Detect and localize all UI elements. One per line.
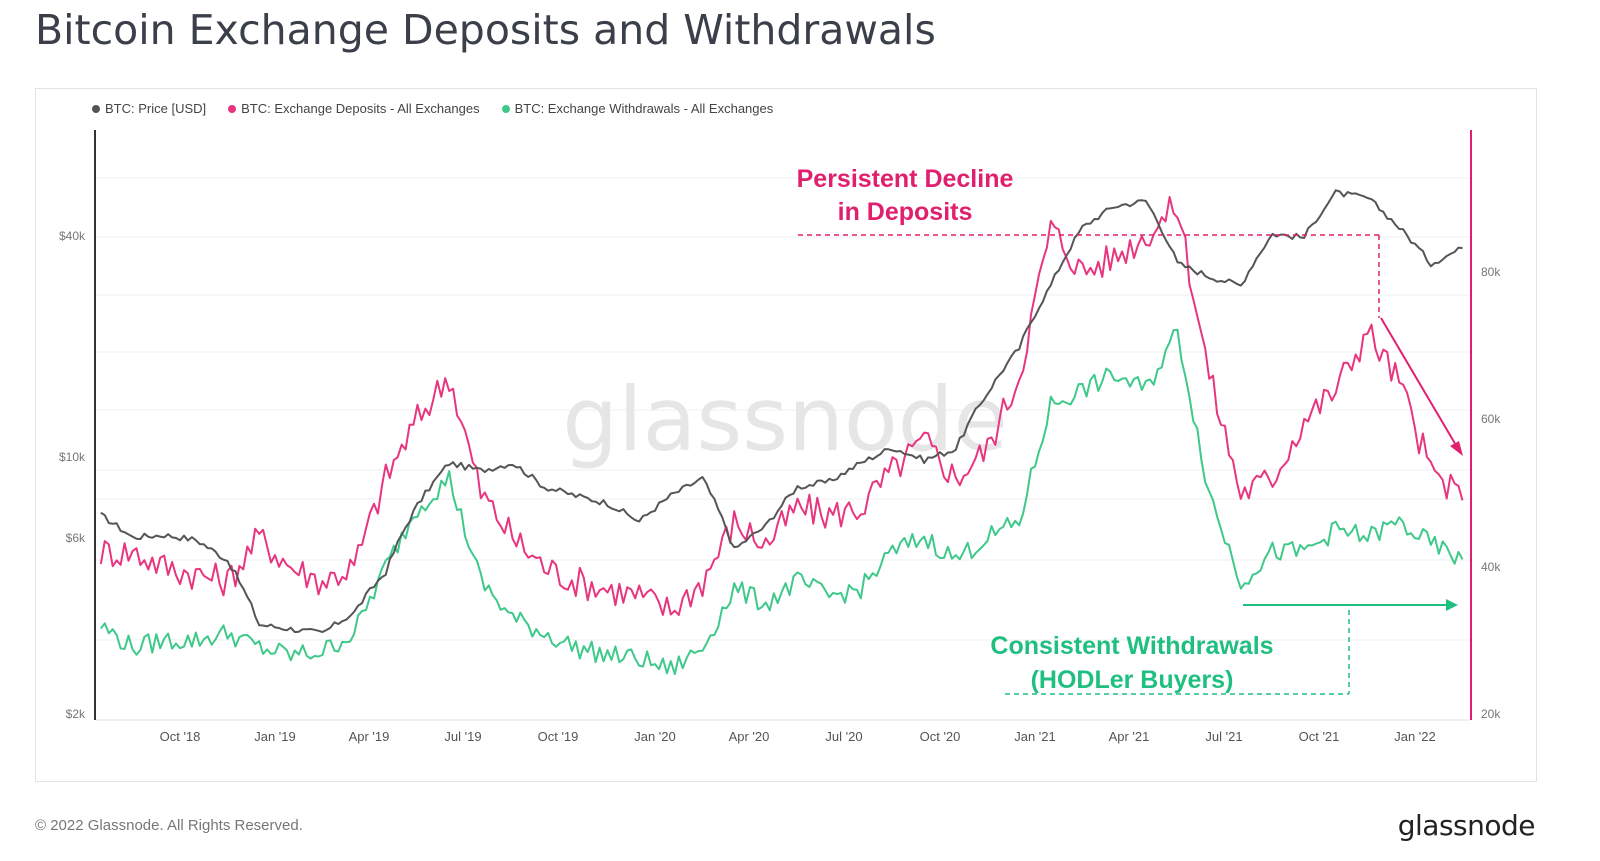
- series-line-price: [100, 189, 1463, 634]
- legend-item-withdrawals[interactable]: BTC: Exchange Withdrawals - All Exchange…: [501, 101, 774, 116]
- x-tick-label: Apr '20: [729, 729, 770, 744]
- x-tick-label: Oct '19: [538, 729, 579, 744]
- y-right-tick-label: 80k: [1481, 265, 1501, 279]
- legend-label-withdrawals: BTC: Exchange Withdrawals - All Exchange…: [514, 101, 774, 116]
- y-left-tick-label: $2k: [66, 707, 86, 721]
- x-tick-label: Apr '21: [1109, 729, 1150, 744]
- legend-dot-deposits: [228, 104, 237, 113]
- legend-label-price: BTC: Price [USD]: [105, 101, 207, 116]
- annotation-withdrawals-text: Consistent Withdrawals: [990, 632, 1273, 660]
- annotation-decline-text: Persistent Decline: [797, 165, 1014, 193]
- legend-dot-price: [92, 104, 100, 113]
- legend-item-price[interactable]: BTC: Price [USD]: [92, 101, 206, 116]
- x-tick-label: Jan '20: [634, 729, 676, 744]
- annotation-withdrawals-arrowhead: [1446, 599, 1458, 611]
- y-left-tick-label: $40k: [59, 229, 86, 243]
- chart-legend: BTC: Price [USD] BTC: Exchange Deposits …: [92, 101, 773, 116]
- chart-panel: [35, 88, 1537, 782]
- annotation-decline-arrow: [1380, 317, 1461, 453]
- x-tick-label: Oct '21: [1299, 729, 1340, 744]
- x-tick-label: Jul '19: [444, 729, 481, 744]
- series-line-withdrawals: [100, 328, 1464, 676]
- annotation-decline-arrowhead: [1450, 441, 1463, 456]
- x-tick-label: Jan '19: [254, 729, 296, 744]
- page-title: Bitcoin Exchange Deposits and Withdrawal…: [35, 6, 936, 54]
- y-left-tick-label: $10k: [59, 450, 86, 464]
- y-right-tick-label: 60k: [1481, 412, 1501, 426]
- y-right-tick-label: 20k: [1481, 707, 1501, 721]
- footer-logo: glassnode: [1397, 809, 1536, 842]
- x-tick-label: Jan '22: [1394, 729, 1436, 744]
- legend-item-deposits[interactable]: BTC: Exchange Deposits - All Exchanges: [228, 101, 480, 116]
- annotation-decline-text: in Deposits: [838, 198, 973, 226]
- x-tick-label: Jul '20: [825, 729, 862, 744]
- y-left-tick-label: $6k: [66, 531, 86, 545]
- legend-dot-withdrawals: [501, 104, 510, 113]
- watermark-text: glassnode: [562, 368, 1008, 471]
- footer-copyright: © 2022 Glassnode. All Rights Reserved.: [35, 817, 303, 834]
- annotation-withdrawals-text: (HODLer Buyers): [1031, 666, 1234, 694]
- x-tick-label: Oct '20: [920, 729, 961, 744]
- series-line-deposits: [99, 196, 1464, 616]
- x-tick-label: Oct '18: [160, 729, 201, 744]
- x-tick-label: Jul '21: [1205, 729, 1242, 744]
- x-tick-label: Jan '21: [1014, 729, 1056, 744]
- legend-label-deposits: BTC: Exchange Deposits - All Exchanges: [241, 101, 480, 116]
- y-right-tick-label: 40k: [1481, 560, 1501, 574]
- x-tick-label: Apr '19: [349, 729, 390, 744]
